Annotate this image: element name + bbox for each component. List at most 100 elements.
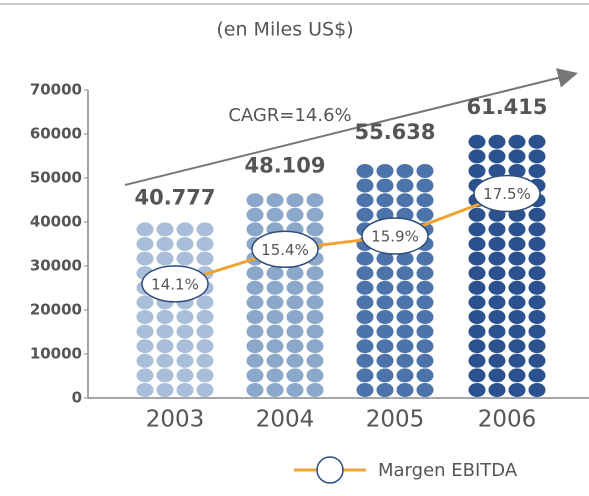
- dot: [528, 295, 546, 310]
- dot: [468, 353, 486, 368]
- dot: [356, 251, 374, 266]
- dot: [508, 310, 526, 324]
- dot: [508, 353, 526, 368]
- dot: [376, 295, 394, 310]
- dot: [508, 295, 526, 310]
- marker: [361, 217, 429, 255]
- dot: [286, 353, 304, 368]
- dot: [176, 383, 194, 397]
- dot: [306, 207, 324, 222]
- dot: [136, 383, 154, 397]
- dot: [416, 295, 434, 310]
- value-label: 55.638: [354, 120, 435, 144]
- dot: [356, 368, 374, 383]
- dot: [508, 149, 526, 164]
- dot: [156, 339, 174, 354]
- dot: [136, 339, 154, 354]
- dot: [528, 324, 546, 339]
- dot: [356, 353, 374, 368]
- dot: [376, 310, 394, 324]
- dot: [136, 222, 154, 237]
- dot: [396, 266, 414, 281]
- dot: [266, 310, 284, 324]
- dot: [488, 368, 506, 383]
- dot: [508, 251, 526, 266]
- dot: [528, 251, 546, 266]
- dot: [468, 339, 486, 354]
- dot: [396, 310, 414, 324]
- dot: [196, 237, 214, 251]
- dot: [246, 193, 264, 208]
- dot: [376, 353, 394, 368]
- dot: [356, 310, 374, 324]
- dot: [528, 368, 546, 383]
- dot: [286, 324, 304, 339]
- dot: [356, 164, 374, 178]
- x-tick-label: 2003: [146, 407, 205, 433]
- annotation: CAGR=14.6%: [228, 105, 351, 126]
- dot: [508, 280, 526, 295]
- dot: [196, 295, 214, 310]
- x-tick-label: 2005: [366, 407, 425, 433]
- dot: [136, 251, 154, 266]
- x-tick-label: 2004: [256, 407, 315, 433]
- dot: [528, 310, 546, 324]
- dot: [508, 368, 526, 383]
- dot: [286, 207, 304, 222]
- dot: [376, 193, 394, 208]
- dot: [356, 207, 374, 222]
- dot: [416, 353, 434, 368]
- dot: [246, 222, 264, 237]
- dot: [396, 164, 414, 178]
- marker: [251, 230, 319, 269]
- dot: [246, 207, 264, 222]
- dot: [396, 280, 414, 295]
- dot: [136, 324, 154, 339]
- legend-marker: [316, 456, 344, 484]
- dot: [396, 251, 414, 266]
- dot: [136, 237, 154, 251]
- dot: [528, 266, 546, 281]
- dot: [508, 237, 526, 251]
- dot: [416, 164, 434, 178]
- dot: [416, 368, 434, 383]
- dot: [246, 324, 264, 339]
- dot: [306, 295, 324, 310]
- dot: [488, 266, 506, 281]
- dot: [196, 324, 214, 339]
- dot: [156, 251, 174, 266]
- dot: [376, 164, 394, 178]
- dot: [488, 339, 506, 354]
- y-tick-label: 30000: [30, 257, 82, 275]
- y-tick-label: 40000: [30, 213, 82, 231]
- dot: [416, 193, 434, 208]
- y-tick-label: 10000: [30, 345, 82, 363]
- dot: [176, 310, 194, 324]
- dot: [356, 324, 374, 339]
- value-label: 40.777: [134, 186, 215, 210]
- dot: [416, 310, 434, 324]
- dot: [196, 222, 214, 237]
- dot: [376, 178, 394, 193]
- dot: [196, 368, 214, 383]
- dot: [468, 280, 486, 295]
- dot: [356, 339, 374, 354]
- dot: [396, 368, 414, 383]
- dot: [266, 383, 284, 397]
- dot: [306, 324, 324, 339]
- dot: [416, 339, 434, 354]
- dot: [488, 383, 506, 397]
- dot: [286, 266, 304, 281]
- dot: [488, 237, 506, 251]
- y-tick-label: 50000: [30, 169, 82, 187]
- dot: [176, 324, 194, 339]
- dot: [508, 324, 526, 339]
- dot: [176, 353, 194, 368]
- dot: [508, 266, 526, 281]
- dot-bar: [356, 164, 434, 397]
- dot: [136, 353, 154, 368]
- cagr-arrow: [124, 68, 578, 186]
- dot: [488, 134, 506, 149]
- dot: [176, 222, 194, 237]
- chart-title: (en Miles US$): [216, 19, 353, 41]
